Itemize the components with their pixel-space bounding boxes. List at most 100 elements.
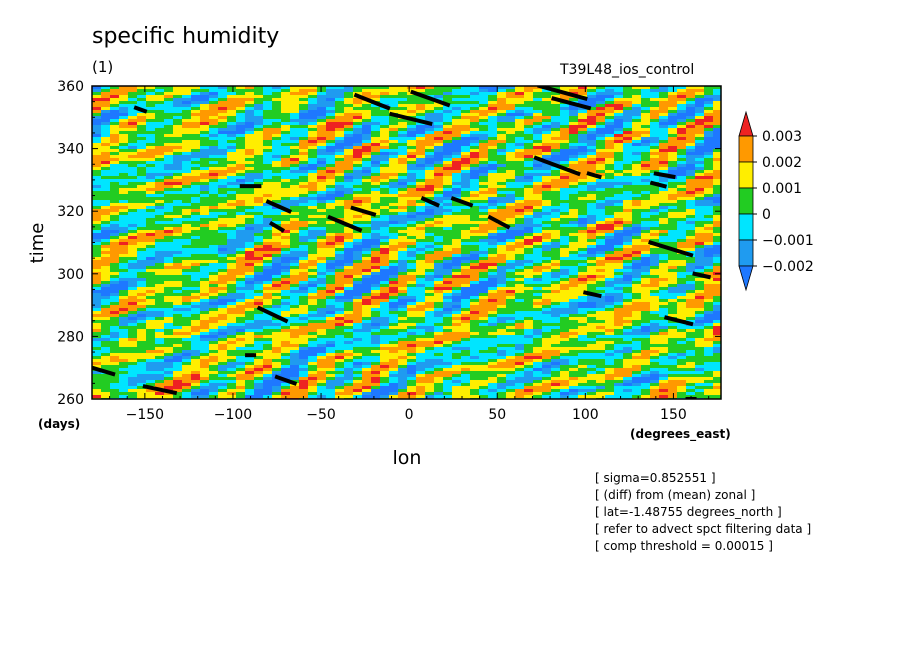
heatmap-cell: [578, 203, 588, 207]
heatmap-cell: [218, 275, 228, 279]
heatmap-cell: [290, 269, 300, 273]
heatmap-cell: [713, 158, 721, 162]
heatmap-cell: [110, 128, 120, 132]
heatmap-cell: [317, 275, 327, 279]
heatmap-cell: [443, 179, 453, 183]
heatmap-cell: [461, 176, 471, 180]
heatmap-cell: [497, 185, 507, 189]
heatmap-cell: [425, 119, 435, 123]
heatmap-cell: [263, 230, 273, 234]
heatmap-cell: [605, 140, 615, 144]
heatmap-cell: [299, 185, 309, 189]
heatmap-cell: [443, 110, 453, 114]
heatmap-cell: [506, 266, 516, 270]
heatmap-cell: [308, 164, 318, 168]
heatmap-cell: [416, 98, 426, 102]
heatmap-cell: [335, 194, 345, 198]
heatmap-cell: [713, 101, 721, 105]
heatmap-cell: [587, 170, 597, 174]
heatmap-cell: [92, 158, 102, 162]
heatmap-cell: [128, 245, 138, 249]
heatmap-cell: [209, 143, 219, 147]
heatmap-cell: [659, 95, 669, 99]
heatmap-cell: [551, 251, 561, 255]
heatmap-cell: [569, 116, 579, 120]
heatmap-cell: [560, 191, 570, 195]
heatmap-cell: [659, 194, 669, 198]
heatmap-cell: [272, 143, 282, 147]
heatmap-cell: [326, 122, 336, 126]
heatmap-cell: [209, 107, 219, 111]
heatmap-cell: [596, 263, 606, 267]
heatmap-cell: [137, 116, 147, 120]
heatmap-cell: [227, 221, 237, 225]
heatmap-cell: [299, 110, 309, 114]
heatmap-cell: [227, 86, 237, 90]
heatmap-cell: [200, 290, 210, 294]
heatmap-cell: [146, 152, 156, 156]
heatmap-cell: [614, 200, 624, 204]
heatmap-cell: [515, 191, 525, 195]
heatmap-cell: [434, 104, 444, 108]
heatmap-cell: [155, 179, 165, 183]
heatmap-cell: [425, 257, 435, 261]
heatmap-cell: [470, 251, 480, 255]
heatmap-cell: [155, 152, 165, 156]
heatmap-cell: [317, 137, 327, 141]
heatmap-cell: [650, 209, 660, 213]
heatmap-cell: [542, 176, 552, 180]
heatmap-cell: [317, 230, 327, 234]
heatmap-cell: [668, 92, 678, 96]
heatmap-cell: [560, 281, 570, 285]
heatmap-cell: [506, 215, 516, 219]
heatmap-cell: [308, 167, 318, 171]
heatmap-cell: [407, 239, 417, 243]
heatmap-cell: [200, 299, 210, 303]
heatmap-cell: [659, 212, 669, 216]
heatmap-cell: [497, 266, 507, 270]
heatmap-cell: [524, 104, 534, 108]
heatmap-cell: [398, 107, 408, 111]
heatmap-cell: [398, 281, 408, 285]
heatmap-cell: [425, 140, 435, 144]
heatmap-cell: [515, 119, 525, 123]
heatmap-cell: [461, 164, 471, 168]
heatmap-cell: [218, 116, 228, 120]
heatmap-cell: [497, 119, 507, 123]
heatmap-cell: [164, 155, 174, 159]
heatmap-cell: [164, 140, 174, 144]
heatmap-cell: [362, 125, 372, 129]
heatmap-cell: [587, 254, 597, 258]
heatmap-cell: [245, 296, 255, 300]
heatmap-cell: [605, 278, 615, 282]
heatmap-cell: [344, 131, 354, 135]
heatmap-cell: [632, 167, 642, 171]
heatmap-cell: [434, 206, 444, 210]
heatmap-cell: [452, 239, 462, 243]
heatmap-cell: [434, 188, 444, 192]
heatmap-cell: [668, 281, 678, 285]
heatmap-cell: [182, 158, 192, 162]
heatmap-cell: [389, 242, 399, 246]
heatmap-cell: [587, 155, 597, 159]
heatmap-cell: [587, 113, 597, 117]
heatmap-cell: [272, 98, 282, 102]
heatmap-cell: [227, 215, 237, 219]
heatmap-cell: [524, 128, 534, 132]
heatmap-cell: [236, 263, 246, 267]
heatmap-cell: [614, 248, 624, 252]
heatmap-cell: [578, 296, 588, 300]
heatmap-cell: [623, 242, 633, 246]
heatmap-cell: [578, 158, 588, 162]
heatmap-cell: [362, 227, 372, 231]
heatmap-cell: [236, 236, 246, 240]
heatmap-cell: [182, 218, 192, 222]
heatmap-cell: [497, 146, 507, 150]
heatmap-cell: [443, 296, 453, 300]
heatmap-cell: [209, 293, 219, 297]
heatmap-cell: [101, 227, 111, 231]
heatmap-cell: [209, 281, 219, 285]
heatmap-cell: [308, 158, 318, 162]
heatmap-cell: [632, 137, 642, 141]
heatmap-cell: [389, 89, 399, 93]
